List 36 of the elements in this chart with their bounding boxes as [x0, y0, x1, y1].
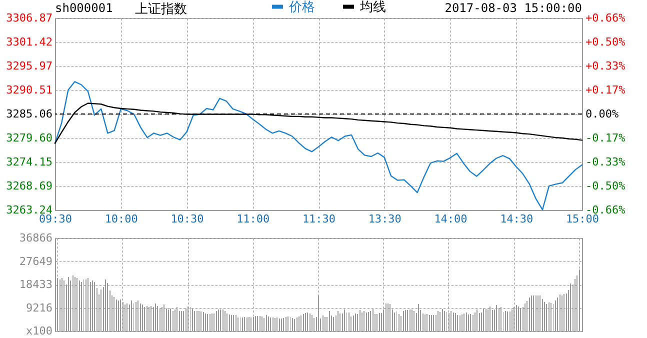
y2-tick-label: +0.33%: [586, 60, 626, 72]
y2-tick-label: +0.17%: [586, 84, 626, 96]
x-tick-label: 11:00: [236, 212, 270, 226]
y2-tick-label: -0.17%: [586, 132, 626, 144]
y-tick-label: 27649: [19, 254, 52, 268]
x-tick-label: 09:30: [38, 212, 72, 226]
text: sh000001: [55, 1, 113, 15]
y-tick-label: 3274.15: [6, 155, 52, 168]
text: 2017-08-03 15:00:00: [444, 1, 582, 15]
x-tick-label: 10:00: [104, 212, 138, 226]
y-tick-label: 3295.97: [6, 59, 52, 72]
y-tick-label: 9216: [26, 301, 52, 314]
y2-tick-label: +0.66%: [586, 12, 626, 24]
y2-tick-label: -0.33%: [586, 156, 626, 168]
legend-label: 价格: [288, 0, 315, 15]
x-tick-label: 15:00: [566, 212, 600, 226]
x-tick-label: 10:30: [170, 212, 204, 226]
y-tick-label: 3301.42: [6, 35, 52, 48]
y-tick-label: 36866: [19, 232, 52, 244]
y-tick-label: 3306.87: [6, 12, 52, 24]
y2-tick-label: 0.00%: [586, 108, 619, 120]
x-tick-label: 13:30: [368, 212, 402, 226]
legend-label: 均线: [359, 0, 386, 15]
x-tick-label: 14:30: [500, 212, 534, 226]
line-series: [54, 102, 583, 144]
y-tick-label: 3285.06: [6, 107, 52, 120]
y2-tick-label: -0.50%: [586, 180, 626, 192]
y-tick-label: 3268.69: [6, 180, 52, 193]
chart-title: 上证指数: [135, 1, 187, 18]
x-tick-label: 11:30: [302, 212, 336, 226]
y-tick-label: 3279.60: [6, 132, 52, 145]
y-tick-label: x100: [26, 324, 52, 338]
y2-tick-label: +0.50%: [586, 36, 626, 48]
y-tick-label: 18433: [19, 278, 52, 291]
y-tick-label: 3290.51: [6, 83, 52, 96]
x-tick-label: 14:00: [434, 212, 468, 226]
